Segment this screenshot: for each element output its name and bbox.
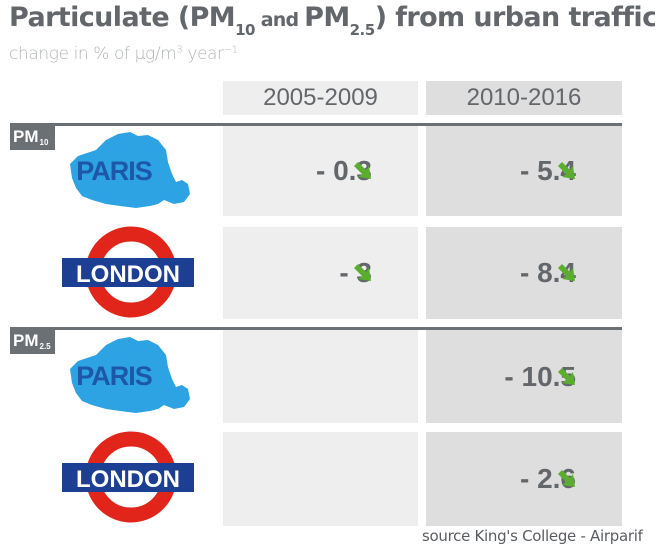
arrow-down-right-icon <box>558 264 575 281</box>
cell-pm25-london-2010-2016: - 2.6 <box>426 432 622 526</box>
arrow-down-right-icon <box>558 367 575 385</box>
subtitle-text: change in % of µg/m <box>9 44 177 64</box>
cell-pm25-paris-2005-2009 <box>223 330 418 423</box>
badge-subscript: 10 <box>39 138 49 147</box>
cell-pm10-london-2005-2009: - 3 <box>223 227 418 319</box>
paris-logo-icon: PARIS <box>70 337 190 413</box>
badge-label: PM <box>13 127 39 146</box>
chart-subtitle: change in % of µg/m3 year−1 <box>9 44 238 64</box>
title-and: and <box>254 9 305 31</box>
london-underground-logo-icon: LONDON <box>62 226 194 318</box>
arrow-down-right-icon <box>354 264 371 281</box>
title-pm: PM <box>304 2 350 33</box>
pm25-badge: PM2.5 <box>10 328 55 354</box>
title-subscript-10: 10 <box>235 21 255 39</box>
svg-text:LONDON: LONDON <box>76 261 180 288</box>
subtitle-sup: 3 <box>176 44 183 56</box>
svg-text:LONDON: LONDON <box>76 466 180 493</box>
group-divider-pm25 <box>10 327 622 330</box>
cell-pm10-paris-2010-2016: - 5.4 <box>426 126 622 216</box>
title-text-end: ) from urban traffic <box>374 2 655 33</box>
column-header-2010-2016: 2010-2016 <box>426 81 622 115</box>
column-header-2005-2009: 2005-2009 <box>223 81 418 115</box>
svg-text:PARIS: PARIS <box>76 156 152 186</box>
london-underground-logo-icon: LONDON <box>62 431 194 523</box>
arrow-down-right-icon <box>354 162 371 179</box>
badge-subscript: 2.5 <box>39 342 51 351</box>
svg-text:PARIS: PARIS <box>76 361 152 391</box>
cell-pm25-london-2005-2009 <box>223 432 418 526</box>
subtitle-sup-exp: −1 <box>223 44 238 56</box>
arrow-down-right-icon <box>558 470 575 487</box>
pm10-badge: PM10 <box>10 124 55 150</box>
subtitle-text-year: year <box>182 44 224 64</box>
title-text: Particulate (PM <box>9 2 236 33</box>
cell-pm10-london-2010-2016: - 8.4 <box>426 227 622 319</box>
cell-pm25-paris-2010-2016: - 10.5 <box>426 330 622 423</box>
cell-pm10-paris-2005-2009: - 0.3 <box>223 126 418 216</box>
badge-label: PM <box>13 331 39 350</box>
source-note: source King's College - Airparif <box>422 527 643 545</box>
paris-logo-icon: PARIS <box>70 132 190 208</box>
chart-title: Particulate (PM10 and PM2.5) from urban … <box>9 2 655 39</box>
title-subscript-25: 2.5 <box>349 21 376 39</box>
group-divider-pm10 <box>10 123 622 126</box>
arrow-down-right-icon <box>558 162 575 179</box>
